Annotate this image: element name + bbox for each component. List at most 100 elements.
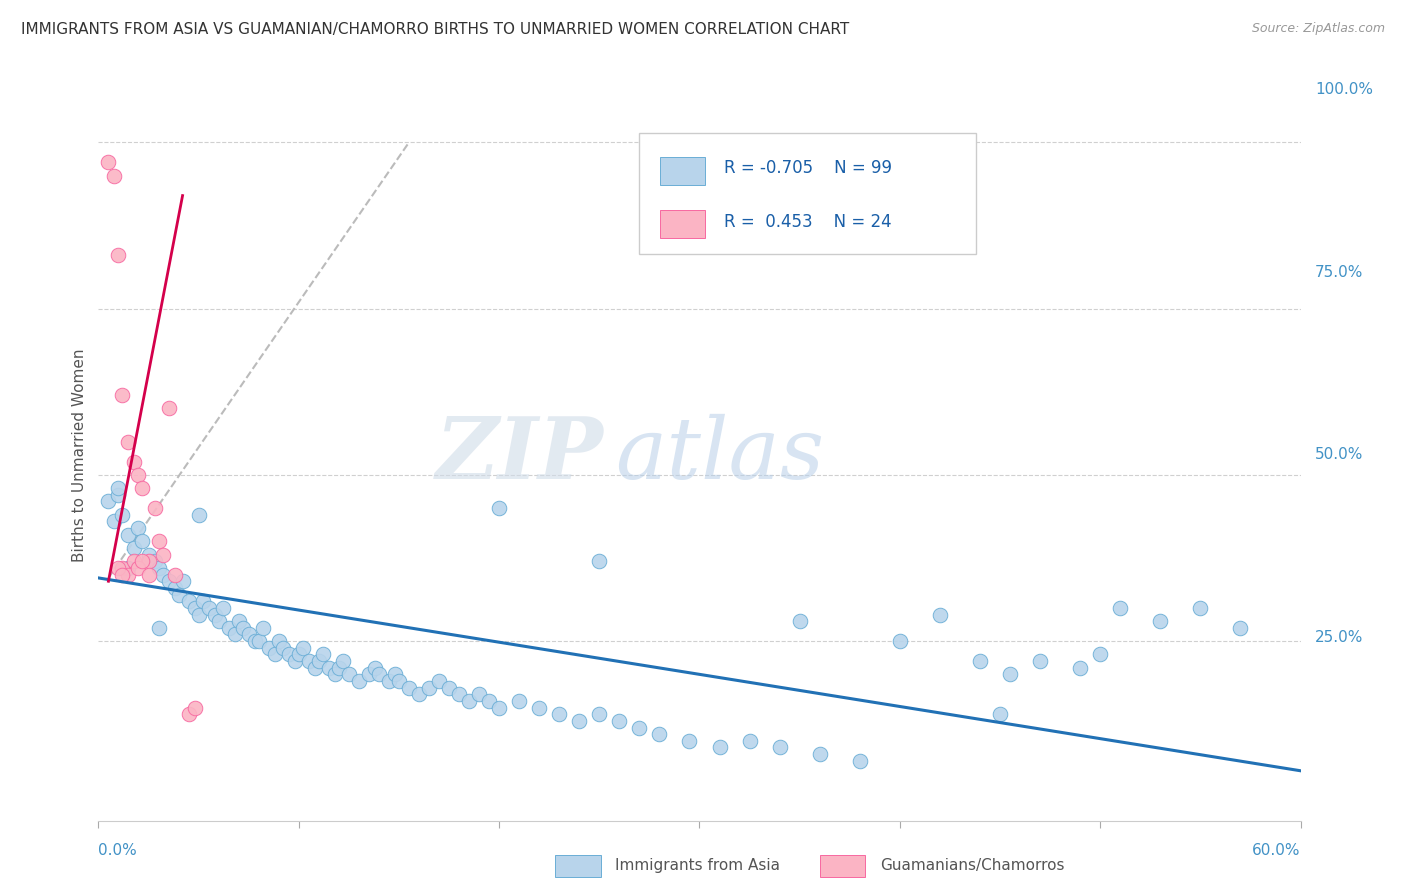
- Point: [138, 554, 160, 568]
- Point: [252, 621, 274, 635]
- Text: 75.0%: 75.0%: [1315, 265, 1364, 279]
- Point: [128, 467, 150, 482]
- Point: [368, 667, 391, 681]
- Point: [969, 654, 991, 668]
- Point: [187, 508, 209, 522]
- Point: [548, 707, 571, 722]
- Point: [131, 534, 153, 549]
- Point: [191, 594, 214, 608]
- Point: [183, 700, 205, 714]
- Point: [172, 574, 194, 589]
- Point: [117, 434, 139, 449]
- Point: [124, 554, 146, 568]
- Point: [128, 521, 150, 535]
- Point: [263, 648, 285, 662]
- FancyBboxPatch shape: [659, 157, 706, 185]
- Point: [318, 661, 340, 675]
- Point: [588, 554, 610, 568]
- Text: Source: ZipAtlas.com: Source: ZipAtlas.com: [1251, 22, 1385, 36]
- Point: [124, 454, 146, 468]
- Point: [177, 707, 200, 722]
- FancyBboxPatch shape: [640, 133, 976, 253]
- Point: [357, 667, 380, 681]
- FancyBboxPatch shape: [820, 855, 865, 877]
- Point: [187, 607, 209, 622]
- Point: [128, 561, 150, 575]
- Point: [271, 640, 294, 655]
- Point: [284, 654, 307, 668]
- Point: [588, 707, 610, 722]
- Point: [312, 648, 335, 662]
- Point: [1069, 661, 1091, 675]
- Point: [332, 654, 354, 668]
- Point: [107, 248, 129, 262]
- Point: [478, 694, 501, 708]
- Point: [97, 155, 120, 169]
- Point: [709, 740, 731, 755]
- Text: IMMIGRANTS FROM ASIA VS GUAMANIAN/CHAMORRO BIRTHS TO UNMARRIED WOMEN CORRELATION: IMMIGRANTS FROM ASIA VS GUAMANIAN/CHAMOR…: [21, 22, 849, 37]
- Point: [148, 621, 170, 635]
- Point: [117, 567, 139, 582]
- Point: [97, 494, 120, 508]
- Point: [447, 687, 470, 701]
- Point: [103, 515, 125, 529]
- Point: [678, 734, 700, 748]
- Point: [488, 501, 510, 516]
- Point: [247, 634, 270, 648]
- Point: [648, 727, 671, 741]
- Y-axis label: Births to Unmarried Women: Births to Unmarried Women: [72, 348, 87, 562]
- Text: R =  0.453    N = 24: R = 0.453 N = 24: [724, 213, 891, 231]
- Point: [529, 700, 551, 714]
- Point: [378, 673, 401, 688]
- Point: [167, 588, 190, 602]
- Point: [988, 707, 1011, 722]
- Text: ZIP: ZIP: [436, 413, 603, 497]
- Point: [337, 667, 360, 681]
- Point: [238, 627, 260, 641]
- Point: [183, 600, 205, 615]
- Point: [408, 687, 430, 701]
- Text: R = -0.705    N = 99: R = -0.705 N = 99: [724, 160, 891, 178]
- Point: [138, 548, 160, 562]
- Point: [384, 667, 406, 681]
- Point: [568, 714, 591, 728]
- Point: [211, 600, 233, 615]
- FancyBboxPatch shape: [659, 211, 706, 238]
- Point: [143, 554, 166, 568]
- Point: [224, 627, 246, 641]
- Point: [304, 661, 326, 675]
- Point: [204, 607, 226, 622]
- Text: Guamanians/Chamorros: Guamanians/Chamorros: [880, 858, 1064, 873]
- Point: [849, 754, 872, 768]
- Point: [398, 681, 420, 695]
- Text: Immigrants from Asia: Immigrants from Asia: [616, 858, 780, 873]
- Text: 100.0%: 100.0%: [1315, 82, 1374, 96]
- Point: [889, 634, 911, 648]
- Point: [103, 169, 125, 183]
- Point: [218, 621, 240, 635]
- Point: [437, 681, 460, 695]
- Point: [157, 574, 180, 589]
- Point: [228, 614, 250, 628]
- Point: [808, 747, 831, 761]
- Point: [488, 700, 510, 714]
- FancyBboxPatch shape: [555, 855, 600, 877]
- Point: [131, 554, 153, 568]
- Point: [163, 581, 186, 595]
- Point: [111, 561, 134, 575]
- Point: [197, 600, 219, 615]
- Point: [998, 667, 1021, 681]
- Point: [107, 488, 129, 502]
- Point: [131, 481, 153, 495]
- Text: 60.0%: 60.0%: [1253, 843, 1301, 858]
- Point: [298, 654, 321, 668]
- Point: [364, 661, 387, 675]
- Point: [152, 567, 174, 582]
- Point: [117, 561, 139, 575]
- Point: [789, 614, 811, 628]
- Point: [288, 648, 311, 662]
- Point: [148, 534, 170, 549]
- Point: [243, 634, 266, 648]
- Point: [107, 481, 129, 495]
- Point: [111, 567, 134, 582]
